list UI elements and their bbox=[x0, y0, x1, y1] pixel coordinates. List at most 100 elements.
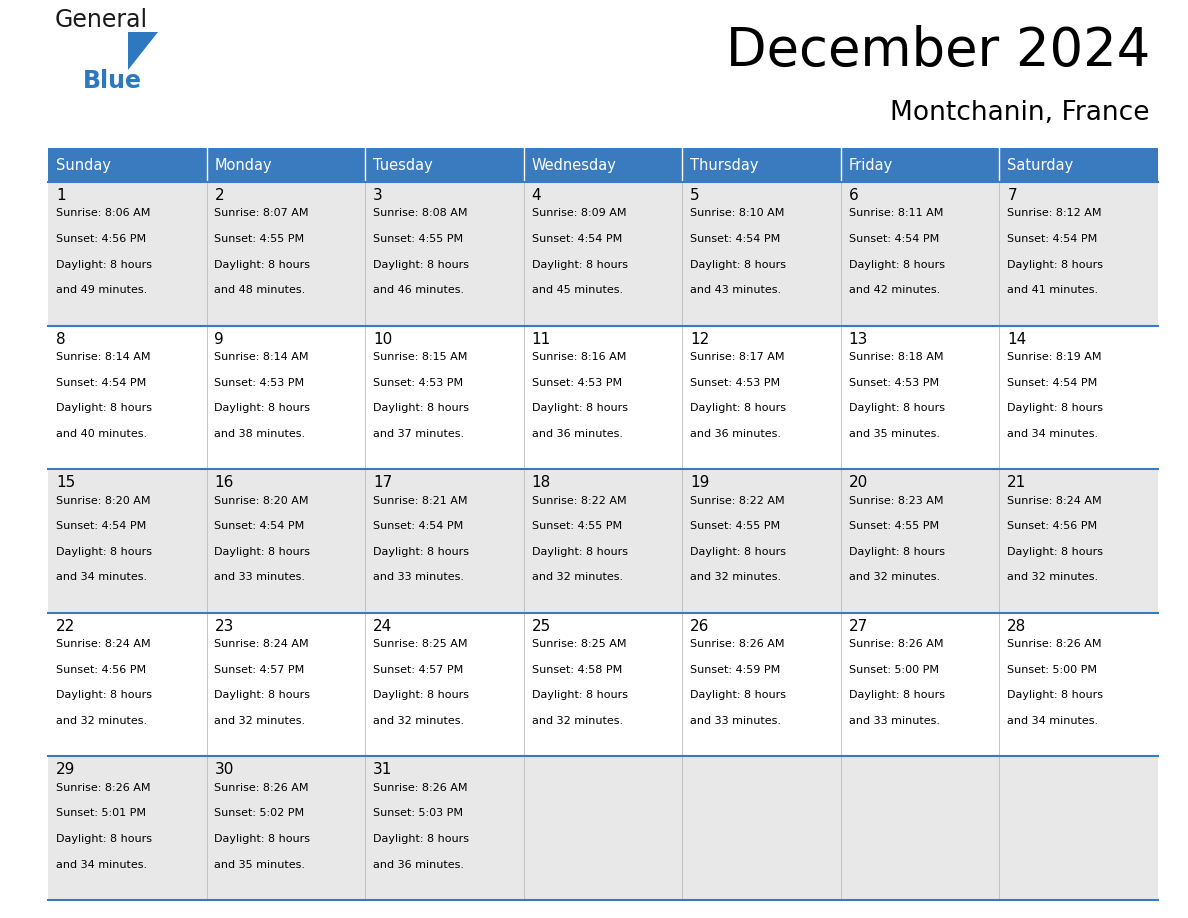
Bar bbox=[524, 148, 682, 182]
Text: Sunset: 4:53 PM: Sunset: 4:53 PM bbox=[848, 377, 939, 387]
Text: 3: 3 bbox=[373, 188, 383, 203]
Text: Daylight: 8 hours: Daylight: 8 hours bbox=[373, 260, 469, 270]
Text: Sunrise: 8:11 AM: Sunrise: 8:11 AM bbox=[848, 208, 943, 218]
Text: December 2024: December 2024 bbox=[726, 25, 1150, 77]
Text: Sunset: 4:56 PM: Sunset: 4:56 PM bbox=[1007, 521, 1098, 532]
Text: Sunset: 4:54 PM: Sunset: 4:54 PM bbox=[1007, 377, 1098, 387]
Text: and 41 minutes.: and 41 minutes. bbox=[1007, 285, 1099, 296]
Text: Daylight: 8 hours: Daylight: 8 hours bbox=[532, 260, 627, 270]
Text: Daylight: 8 hours: Daylight: 8 hours bbox=[532, 690, 627, 700]
Text: Sunset: 5:01 PM: Sunset: 5:01 PM bbox=[56, 809, 146, 819]
Text: Sunrise: 8:08 AM: Sunrise: 8:08 AM bbox=[373, 208, 468, 218]
Text: and 33 minutes.: and 33 minutes. bbox=[690, 716, 782, 726]
Text: Sunset: 4:54 PM: Sunset: 4:54 PM bbox=[1007, 234, 1098, 244]
Text: Sunrise: 8:15 AM: Sunrise: 8:15 AM bbox=[373, 353, 467, 362]
Text: Sunset: 4:55 PM: Sunset: 4:55 PM bbox=[690, 521, 781, 532]
Text: Daylight: 8 hours: Daylight: 8 hours bbox=[56, 403, 152, 413]
Text: and 35 minutes.: and 35 minutes. bbox=[848, 429, 940, 439]
Text: 15: 15 bbox=[56, 476, 75, 490]
Text: and 49 minutes.: and 49 minutes. bbox=[56, 285, 147, 296]
Text: Sunrise: 8:24 AM: Sunrise: 8:24 AM bbox=[56, 639, 151, 649]
Text: 8: 8 bbox=[56, 331, 65, 347]
Text: Sunset: 4:55 PM: Sunset: 4:55 PM bbox=[215, 234, 304, 244]
Text: and 42 minutes.: and 42 minutes. bbox=[848, 285, 940, 296]
Text: and 37 minutes.: and 37 minutes. bbox=[373, 429, 465, 439]
Text: and 33 minutes.: and 33 minutes. bbox=[373, 573, 465, 582]
Text: and 32 minutes.: and 32 minutes. bbox=[1007, 573, 1099, 582]
Text: Daylight: 8 hours: Daylight: 8 hours bbox=[848, 403, 944, 413]
Text: Tuesday: Tuesday bbox=[373, 158, 432, 173]
Text: Sunset: 4:55 PM: Sunset: 4:55 PM bbox=[848, 521, 939, 532]
Bar bbox=[48, 148, 207, 182]
Text: and 32 minutes.: and 32 minutes. bbox=[848, 573, 940, 582]
Text: 11: 11 bbox=[532, 331, 551, 347]
Text: Sunrise: 8:26 AM: Sunrise: 8:26 AM bbox=[215, 783, 309, 793]
Text: Daylight: 8 hours: Daylight: 8 hours bbox=[1007, 403, 1104, 413]
Text: 17: 17 bbox=[373, 476, 392, 490]
Text: Sunrise: 8:16 AM: Sunrise: 8:16 AM bbox=[532, 353, 626, 362]
Text: Daylight: 8 hours: Daylight: 8 hours bbox=[690, 403, 786, 413]
Text: 1: 1 bbox=[56, 188, 65, 203]
Text: Sunrise: 8:26 AM: Sunrise: 8:26 AM bbox=[1007, 639, 1101, 649]
Text: Sunrise: 8:22 AM: Sunrise: 8:22 AM bbox=[690, 496, 785, 506]
Text: Monday: Monday bbox=[215, 158, 272, 173]
Text: 30: 30 bbox=[215, 763, 234, 778]
Text: Sunset: 4:54 PM: Sunset: 4:54 PM bbox=[56, 377, 146, 387]
Text: Daylight: 8 hours: Daylight: 8 hours bbox=[373, 690, 469, 700]
Text: Sunset: 4:56 PM: Sunset: 4:56 PM bbox=[56, 665, 146, 675]
Text: Sunset: 4:57 PM: Sunset: 4:57 PM bbox=[373, 665, 463, 675]
Text: Daylight: 8 hours: Daylight: 8 hours bbox=[1007, 547, 1104, 557]
Text: Sunrise: 8:10 AM: Sunrise: 8:10 AM bbox=[690, 208, 784, 218]
Text: Sunset: 5:03 PM: Sunset: 5:03 PM bbox=[373, 809, 463, 819]
Text: Sunset: 4:58 PM: Sunset: 4:58 PM bbox=[532, 665, 621, 675]
Text: Sunset: 4:54 PM: Sunset: 4:54 PM bbox=[56, 521, 146, 532]
Text: Daylight: 8 hours: Daylight: 8 hours bbox=[1007, 690, 1104, 700]
Text: Daylight: 8 hours: Daylight: 8 hours bbox=[56, 547, 152, 557]
Text: Daylight: 8 hours: Daylight: 8 hours bbox=[690, 690, 786, 700]
Text: and 36 minutes.: and 36 minutes. bbox=[373, 859, 465, 869]
Text: Sunday: Sunday bbox=[56, 158, 110, 173]
Text: Daylight: 8 hours: Daylight: 8 hours bbox=[848, 690, 944, 700]
Text: Daylight: 8 hours: Daylight: 8 hours bbox=[215, 690, 310, 700]
Text: and 33 minutes.: and 33 minutes. bbox=[848, 716, 940, 726]
Text: 18: 18 bbox=[532, 476, 551, 490]
Text: and 32 minutes.: and 32 minutes. bbox=[532, 716, 623, 726]
Bar bbox=[207, 148, 365, 182]
Text: Blue: Blue bbox=[83, 69, 143, 93]
Text: Thursday: Thursday bbox=[690, 158, 759, 173]
Text: 27: 27 bbox=[848, 619, 868, 633]
Text: 13: 13 bbox=[848, 331, 868, 347]
Text: Daylight: 8 hours: Daylight: 8 hours bbox=[690, 547, 786, 557]
Text: Daylight: 8 hours: Daylight: 8 hours bbox=[848, 260, 944, 270]
Text: 2: 2 bbox=[215, 188, 225, 203]
Text: 10: 10 bbox=[373, 331, 392, 347]
Text: 7: 7 bbox=[1007, 188, 1017, 203]
Text: Sunrise: 8:17 AM: Sunrise: 8:17 AM bbox=[690, 353, 785, 362]
Text: Sunrise: 8:26 AM: Sunrise: 8:26 AM bbox=[373, 783, 468, 793]
Bar bbox=[48, 469, 1158, 613]
Text: Sunrise: 8:09 AM: Sunrise: 8:09 AM bbox=[532, 208, 626, 218]
Text: Sunset: 4:55 PM: Sunset: 4:55 PM bbox=[373, 234, 463, 244]
Text: Sunset: 4:53 PM: Sunset: 4:53 PM bbox=[690, 377, 781, 387]
Text: 20: 20 bbox=[848, 476, 868, 490]
Text: Sunrise: 8:14 AM: Sunrise: 8:14 AM bbox=[215, 353, 309, 362]
Text: and 43 minutes.: and 43 minutes. bbox=[690, 285, 782, 296]
Text: 9: 9 bbox=[215, 331, 225, 347]
Text: Sunrise: 8:25 AM: Sunrise: 8:25 AM bbox=[532, 639, 626, 649]
Text: Sunset: 4:54 PM: Sunset: 4:54 PM bbox=[532, 234, 621, 244]
Text: Sunrise: 8:22 AM: Sunrise: 8:22 AM bbox=[532, 496, 626, 506]
Text: 31: 31 bbox=[373, 763, 392, 778]
Text: Montchanin, France: Montchanin, France bbox=[891, 100, 1150, 126]
Text: Sunrise: 8:20 AM: Sunrise: 8:20 AM bbox=[56, 496, 151, 506]
Text: 5: 5 bbox=[690, 188, 700, 203]
Text: and 36 minutes.: and 36 minutes. bbox=[690, 429, 782, 439]
Text: Daylight: 8 hours: Daylight: 8 hours bbox=[215, 547, 310, 557]
Text: 28: 28 bbox=[1007, 619, 1026, 633]
Text: Daylight: 8 hours: Daylight: 8 hours bbox=[215, 834, 310, 844]
Text: and 38 minutes.: and 38 minutes. bbox=[215, 429, 305, 439]
Text: 4: 4 bbox=[532, 188, 542, 203]
Text: Friday: Friday bbox=[848, 158, 893, 173]
Text: Daylight: 8 hours: Daylight: 8 hours bbox=[690, 260, 786, 270]
Text: and 46 minutes.: and 46 minutes. bbox=[373, 285, 465, 296]
Text: Daylight: 8 hours: Daylight: 8 hours bbox=[1007, 260, 1104, 270]
